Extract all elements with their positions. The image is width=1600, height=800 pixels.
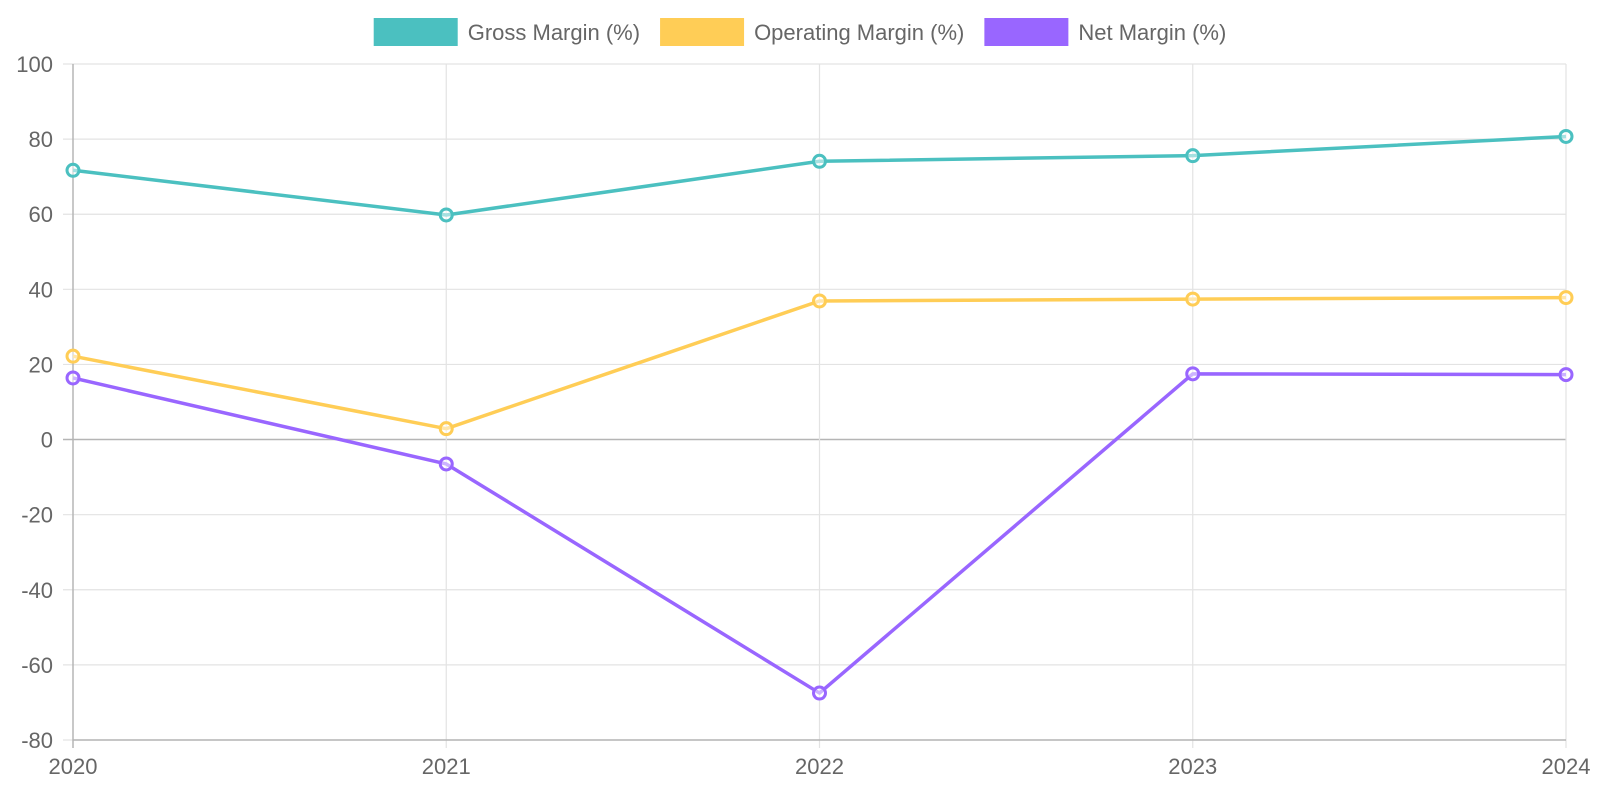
x-tick-label: 2023 <box>1168 754 1217 779</box>
y-tick-label: 80 <box>29 127 53 152</box>
series-net-margin <box>65 366 1574 701</box>
y-tick-label: 0 <box>41 428 53 453</box>
legend-item[interactable]: Net Margin (%) <box>984 18 1226 46</box>
x-tick-label: 2020 <box>49 754 98 779</box>
series-operating-margin <box>65 290 1574 437</box>
x-tick-label: 2024 <box>1542 754 1591 779</box>
y-tick-label: -60 <box>21 653 53 678</box>
data-point[interactable] <box>1185 148 1201 164</box>
series-gross-margin <box>65 128 1574 223</box>
y-tick-label: -20 <box>21 503 53 528</box>
y-tick-label: 60 <box>29 202 53 227</box>
y-tick-label: 20 <box>29 352 53 377</box>
y-tick-label: 40 <box>29 277 53 302</box>
data-point[interactable] <box>1558 128 1574 144</box>
data-point[interactable] <box>812 153 827 169</box>
legend-swatch <box>660 18 745 46</box>
data-point[interactable] <box>1558 290 1574 306</box>
x-tick-label: 2021 <box>422 754 471 779</box>
data-point[interactable] <box>65 348 81 364</box>
series-layer <box>65 128 1574 701</box>
data-point[interactable] <box>1185 366 1201 382</box>
data-point[interactable] <box>812 685 827 701</box>
data-point[interactable] <box>438 207 454 223</box>
legend-label: Net Margin (%) <box>1078 20 1226 45</box>
y-tick-label: 100 <box>16 52 53 77</box>
data-point[interactable] <box>1185 291 1201 307</box>
y-tick-label: -80 <box>21 728 53 753</box>
data-point[interactable] <box>438 456 454 472</box>
data-point[interactable] <box>438 421 454 437</box>
data-point[interactable] <box>65 370 81 386</box>
x-tick-label: 2022 <box>795 754 844 779</box>
data-point[interactable] <box>65 162 81 178</box>
y-tick-label: -40 <box>21 578 53 603</box>
legend[interactable]: Gross Margin (%) Operating Margin (%) Net … <box>373 18 1227 46</box>
legend-label: Gross Margin (%) <box>468 20 640 45</box>
data-point[interactable] <box>812 293 827 309</box>
legend-item[interactable]: Gross Margin (%) <box>373 18 640 46</box>
legend-swatch <box>984 18 1069 46</box>
legend-swatch <box>373 18 458 46</box>
grid-layer <box>63 63 1567 748</box>
legend-label: Operating Margin (%) <box>754 20 964 45</box>
data-point[interactable] <box>1558 367 1574 383</box>
legend-item[interactable]: Operating Margin (%) <box>660 18 964 46</box>
